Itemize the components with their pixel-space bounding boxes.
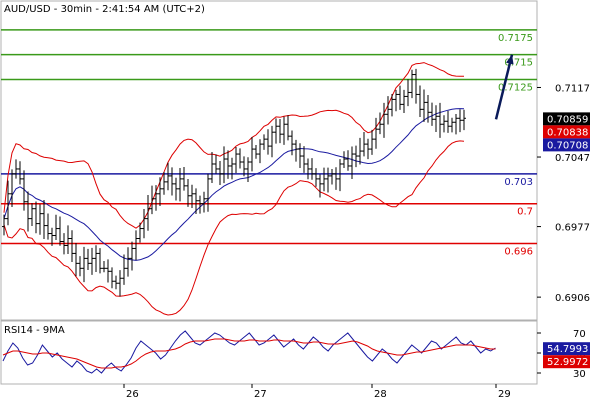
forecast-arrow bbox=[494, 54, 514, 120]
price-badge-1-label: 0.70838 bbox=[547, 127, 588, 138]
forecast-arrow-shaft bbox=[494, 54, 514, 120]
time-label-2: 28 bbox=[374, 389, 387, 400]
rsi-plot-area bbox=[0, 320, 538, 385]
main-panel: 0.7175 0.715 0.7125 0.703 0.7 0.696 AUD/USD -… bbox=[0, 0, 538, 321]
rsi-series-0 bbox=[2, 330, 496, 374]
bollinger-bands bbox=[3, 62, 465, 316]
rsi-lines bbox=[2, 330, 496, 374]
price-badge-2-box bbox=[543, 138, 590, 152]
price-tick-label-1: 0.7047 bbox=[555, 153, 590, 164]
rsi-badges: 54.7993 52.9972 bbox=[543, 342, 590, 369]
rsi-badge-0-box bbox=[543, 342, 590, 356]
time-label-0: 26 bbox=[126, 389, 139, 400]
price-tick-label-0: 0.7117 bbox=[555, 83, 590, 94]
level-label-4: 0.7 bbox=[517, 207, 533, 218]
level-label-0: 0.7175 bbox=[498, 33, 533, 44]
price-tick-label-2: 0.6977 bbox=[555, 223, 590, 234]
level-label-5: 0.696 bbox=[504, 246, 533, 257]
bollinger-upper bbox=[3, 62, 464, 229]
bollinger-lower bbox=[3, 140, 465, 316]
level-label-1: 0.715 bbox=[504, 58, 533, 69]
rsi-tick-label-0: 70 bbox=[573, 329, 586, 340]
rsi-badge-0-label: 54.7993 bbox=[547, 344, 588, 355]
time-label-3: 29 bbox=[498, 389, 511, 400]
rsi-tick-label-2: 30 bbox=[573, 369, 586, 380]
rsi-badge-1-box bbox=[543, 355, 590, 369]
chart-title: AUD/USD - 30min - 2:41:54 AM (UTC+2) bbox=[4, 4, 205, 15]
rsi-series-1 bbox=[2, 338, 496, 369]
forecast-arrow-head bbox=[506, 54, 514, 65]
moving-average bbox=[3, 108, 465, 261]
level-label-3: 0.703 bbox=[504, 177, 533, 188]
price-tick-label-3: 0.6906 bbox=[555, 293, 590, 304]
price-badge-2-label: 0.70708 bbox=[547, 140, 588, 151]
rsi-badge-1-label: 52.9972 bbox=[547, 357, 588, 368]
level-lines: 0.7175 0.715 0.7125 0.703 0.7 0.696 bbox=[1, 29, 537, 257]
rsi-title: RSI14 - 9MA bbox=[4, 325, 65, 336]
price-badges: 0.70859 0.70838 0.70708 bbox=[543, 112, 590, 152]
level-label-2: 0.7125 bbox=[498, 83, 533, 94]
price-axis: 0.7117 0.7047 0.6977 0.6906 bbox=[537, 83, 590, 304]
price-badge-0-box bbox=[543, 112, 590, 126]
rsi-panel: RSI14 - 9MA bbox=[0, 320, 538, 385]
price-badge-1-box bbox=[543, 125, 590, 139]
time-axis: 26 27 28 29 bbox=[123, 384, 511, 400]
time-label-1: 27 bbox=[254, 389, 267, 400]
price-bars bbox=[2, 68, 466, 297]
price-badge-0-label: 0.70859 bbox=[547, 114, 588, 125]
main-plot-area bbox=[0, 0, 538, 321]
moving-average-line bbox=[3, 108, 465, 261]
